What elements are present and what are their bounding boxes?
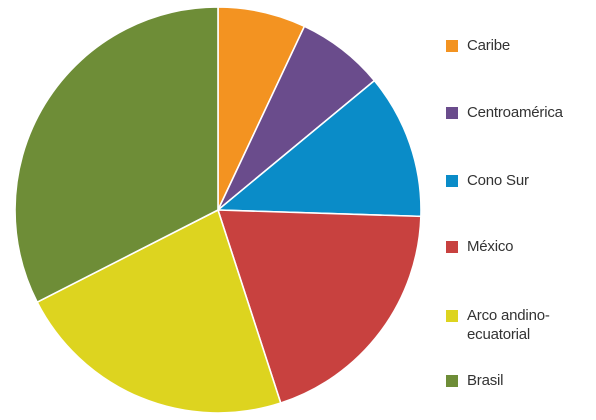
legend-item-centroamerica: Centroamérica [446,103,563,122]
legend-label-arco-andino-ecuatorial: Arco andino- ecuatorial [467,307,550,343]
legend-item-cono-sur: Cono Sur [446,171,529,190]
legend-swatch-arco-andino-ecuatorial [446,310,458,322]
legend-label-cono-sur: Cono Sur [467,172,529,189]
legend-label-brasil: Brasil [467,372,504,389]
legend-swatch-mexico [446,241,458,253]
legend-swatch-cono-sur [446,175,458,187]
legend-item-mexico: México [446,237,514,256]
pie-slice-mexico [217,209,422,404]
pie-slice-cono-sur [217,79,422,218]
pie-plot-area [14,6,422,414]
legend-label-caribe: Caribe [467,37,510,54]
legend: Caribe Centroamérica Cono Sur México Arc… [446,0,594,420]
legend-swatch-caribe [446,40,458,52]
legend-swatch-brasil [446,375,458,387]
legend-item-arco-andino-ecuatorial: Arco andino- ecuatorial [446,306,550,344]
pie-slice-arco-andino-ecuatorial [36,209,282,414]
legend-item-caribe: Caribe [446,36,510,55]
pie-slice-brasil [14,6,219,303]
legend-item-brasil: Brasil [446,371,504,390]
legend-label-centroamerica: Centroamérica [467,104,563,121]
legend-label-mexico: México [467,238,514,255]
legend-swatch-centroamerica [446,107,458,119]
